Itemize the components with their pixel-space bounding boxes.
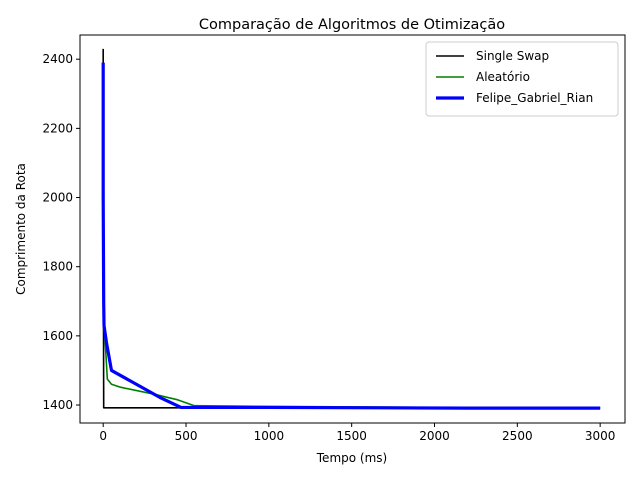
legend-box [425, 41, 619, 117]
y-tick-label: 2200 [42, 121, 73, 135]
y-tick-label: 1600 [42, 329, 73, 343]
chart-title: Comparação de Algoritmos de Otimização [199, 17, 505, 33]
x-tick-label: 1500 [336, 429, 367, 443]
y-axis-ticks: 1400 1600 1800 2000 2200 2400 [42, 52, 80, 412]
x-tick-label: 1000 [254, 429, 285, 443]
y-tick-label: 1400 [42, 398, 73, 412]
x-tick-label: 0 [99, 429, 107, 443]
x-tick-label: 2500 [502, 429, 533, 443]
x-tick-label: 500 [175, 429, 198, 443]
y-tick-label: 1800 [42, 260, 73, 274]
legend-items: Single Swap Aleatório Felipe_Gabriel_Rian [436, 49, 593, 105]
x-tick-label: 2000 [419, 429, 450, 443]
legend-label: Single Swap [476, 49, 549, 63]
y-axis-label: Comprimento da Rota [14, 163, 28, 295]
legend-label: Felipe_Gabriel_Rian [476, 91, 593, 105]
legend: Single Swap Aleatório Felipe_Gabriel_Rian [425, 41, 619, 117]
y-tick-label: 2400 [42, 52, 73, 66]
legend-label: Aleatório [476, 70, 530, 84]
x-axis-ticks: 0 500 1000 1500 2000 2500 3000 [99, 423, 615, 443]
plot-area-frame [79, 34, 626, 424]
x-axis-label: Tempo (ms) [316, 451, 387, 465]
y-tick-label: 2000 [42, 191, 73, 205]
x-tick-label: 3000 [585, 429, 616, 443]
plot-series [101, 48, 601, 410]
series-line-felipe-gabriel-rian [101, 62, 601, 410]
